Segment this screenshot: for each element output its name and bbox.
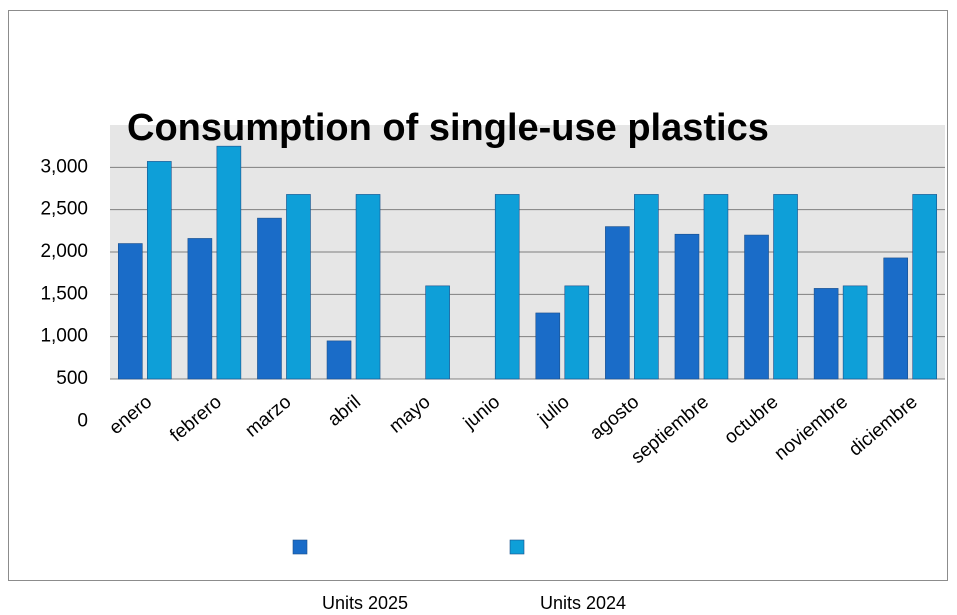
bar	[813, 288, 839, 380]
bar	[216, 145, 242, 380]
y-tick-label: 2,500	[40, 199, 88, 220]
bar	[842, 285, 868, 380]
bar	[257, 217, 282, 380]
legend-swatch	[292, 539, 308, 555]
y-tick-label: 2,000	[40, 241, 88, 262]
legend-swatch	[509, 539, 525, 555]
bar	[535, 312, 561, 380]
bar	[117, 243, 143, 380]
bar	[494, 194, 520, 380]
bar	[425, 285, 450, 380]
y-tick-label: 3,000	[40, 156, 88, 177]
bar	[703, 194, 729, 380]
bar	[187, 238, 213, 380]
y-tick-label: 0	[77, 410, 88, 431]
bar	[674, 233, 700, 380]
bar	[326, 340, 352, 380]
bar	[286, 194, 311, 380]
bar	[912, 194, 938, 380]
legend-label: Units 2025	[322, 593, 408, 613]
bar	[605, 226, 630, 380]
bar	[883, 257, 909, 380]
bar	[634, 194, 659, 380]
y-tick-label: 500	[56, 368, 88, 389]
plot-area	[110, 125, 945, 380]
bar	[744, 234, 769, 380]
y-tick-label: 1,500	[40, 283, 88, 304]
y-tick-label: 1,000	[40, 326, 88, 347]
bar	[564, 285, 590, 380]
bar	[146, 161, 172, 380]
chart-title: Consumption of single-use plastics	[127, 107, 769, 149]
bar	[355, 194, 381, 380]
bar	[773, 194, 798, 380]
legend-label: Units 2024	[540, 593, 626, 613]
